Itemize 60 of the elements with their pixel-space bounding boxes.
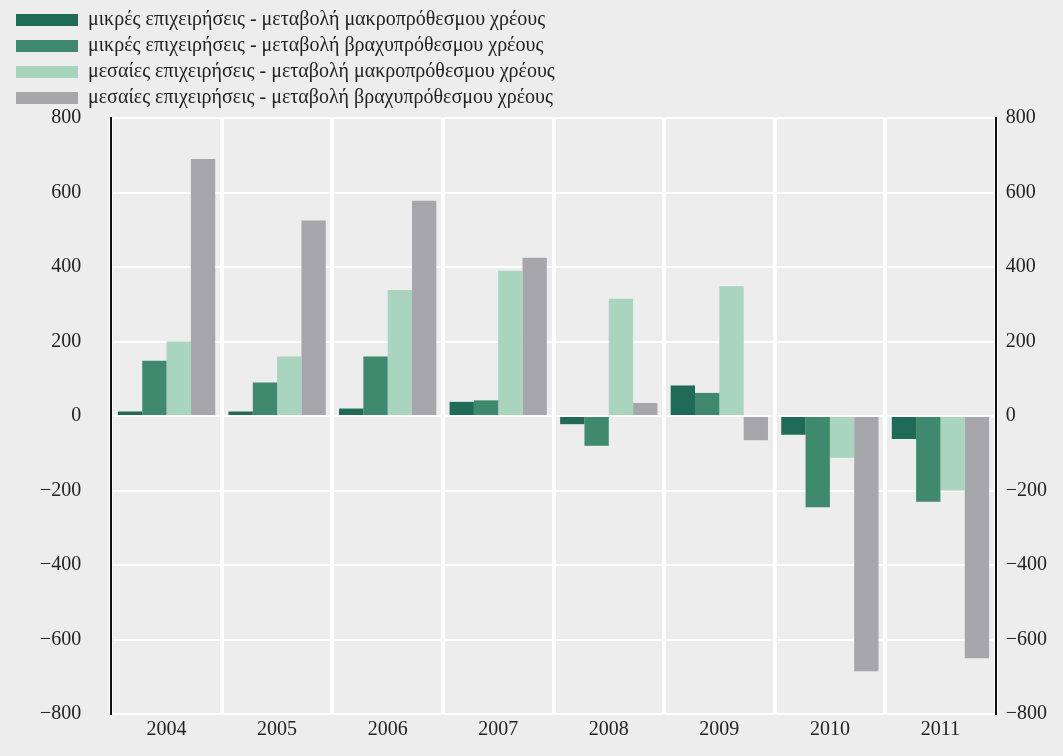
y2-tick-label: −200 — [1005, 477, 1047, 500]
y-tick-label: −200 — [40, 477, 82, 500]
bar — [387, 290, 412, 415]
bar — [854, 417, 879, 672]
x-tick-label: 2009 — [699, 717, 740, 740]
bar — [277, 356, 302, 415]
bar — [411, 200, 437, 415]
y-tick-label: 400 — [51, 254, 82, 277]
bar — [584, 417, 609, 446]
y-tick-label: 200 — [51, 328, 82, 351]
y2-tick-label: 800 — [1005, 105, 1036, 128]
y2-tick-label: −600 — [1005, 626, 1047, 649]
bar — [829, 417, 855, 458]
bar — [339, 408, 364, 415]
y-tick-label: 600 — [51, 179, 82, 202]
y-tick-label: −800 — [40, 701, 82, 724]
bar — [743, 417, 768, 441]
bar — [940, 417, 965, 491]
y2-tick-label: 400 — [1005, 254, 1036, 277]
y2-tick-label: 200 — [1005, 328, 1036, 351]
bar — [449, 401, 474, 415]
x-tick-label: 2010 — [809, 717, 850, 740]
bar — [719, 286, 744, 415]
y2-tick-label: 0 — [1005, 403, 1016, 426]
bar — [670, 385, 696, 415]
y-tick-label: 800 — [51, 105, 82, 128]
x-tick-label: 2004 — [146, 717, 187, 740]
bar — [633, 402, 658, 415]
bar — [916, 417, 941, 502]
bar — [252, 382, 278, 415]
legend-label: μικρές επιχειρήσεις - μεταβολή βραχυπρόθεσμου χρέους — [88, 33, 544, 57]
bar — [473, 400, 499, 415]
y2-tick-label: −800 — [1005, 701, 1047, 724]
bar — [142, 360, 167, 415]
bar — [560, 417, 585, 425]
bar — [522, 257, 547, 415]
bar — [695, 392, 720, 415]
bar — [805, 417, 830, 508]
x-tick-label: 2005 — [257, 717, 298, 740]
bar — [190, 158, 216, 415]
bar — [781, 417, 806, 435]
bar — [363, 356, 388, 415]
legend-label: μεσαίες επιχειρήσεις - μεταβολή μακροπρόθεσμου χρέους — [88, 59, 555, 83]
legend-label: μεσαίες επιχειρήσεις - μεταβολή βραχυπρόθεσμου χρέους — [88, 85, 554, 109]
bar — [301, 220, 326, 415]
y-tick-label: −400 — [40, 552, 82, 575]
x-tick-label: 2008 — [588, 717, 629, 740]
y-tick-label: 0 — [71, 403, 82, 426]
bar — [964, 417, 990, 659]
x-tick-label: 2007 — [478, 717, 519, 740]
bar — [891, 417, 917, 440]
legend-label: μικρές επιχειρήσεις - μεταβολή μακροπρόθεσμου χρέους — [88, 7, 546, 31]
x-tick-label: 2006 — [367, 717, 408, 740]
y2-tick-label: 600 — [1005, 179, 1036, 202]
y2-tick-label: −400 — [1005, 552, 1047, 575]
bar — [498, 270, 523, 415]
y-tick-label: −600 — [40, 626, 82, 649]
x-tick-label: 2011 — [920, 717, 961, 740]
bar — [608, 298, 634, 415]
bar — [166, 341, 191, 415]
